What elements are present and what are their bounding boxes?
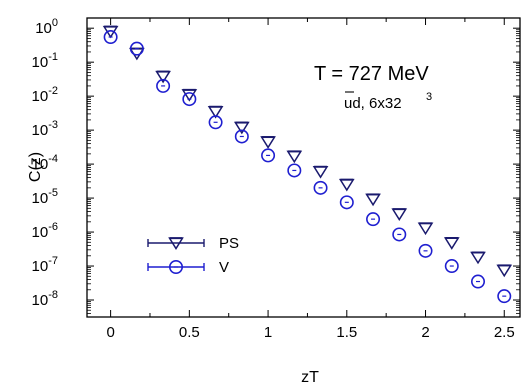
v-point — [339, 195, 354, 210]
v-point — [261, 148, 276, 163]
ps-point — [312, 166, 329, 179]
x-tick-label: 0.5 — [179, 324, 200, 341]
v-point — [471, 274, 486, 289]
v-point — [234, 129, 249, 144]
x-tick-label: 0 — [106, 324, 114, 341]
x-tick-label: 2.5 — [494, 324, 515, 341]
legend: PS V — [147, 235, 239, 276]
ps-point — [338, 178, 355, 192]
data-marks — [102, 25, 513, 304]
legend-v-marker — [169, 259, 184, 274]
v-point — [129, 41, 144, 56]
v-point — [497, 289, 512, 304]
axis-ticks — [87, 18, 520, 317]
flavor-label: ud, 6x32 — [344, 95, 402, 112]
x-tick-labels: 0 0.5 1 1.5 2 2.5 — [106, 324, 514, 341]
y-tick-label: 10-8 — [32, 289, 58, 309]
y-tick-label: 10-2 — [32, 85, 58, 105]
ps-point — [286, 150, 303, 164]
ps-point — [417, 222, 434, 236]
y-tick-label: 10-5 — [32, 187, 58, 207]
flavor-annotation: ud, 6x32 3 — [344, 91, 432, 112]
ps-point — [470, 251, 486, 265]
x-axis-title: zT — [301, 369, 319, 386]
v-point — [392, 227, 407, 242]
temperature-annotation: T = 727 MeV — [314, 63, 429, 85]
ps-point — [496, 264, 513, 278]
y-tick-label: 100 — [35, 17, 58, 37]
y-tick-label: 10-1 — [32, 51, 58, 71]
x-tick-label: 1 — [264, 324, 272, 341]
y-tick-label: 10-6 — [32, 221, 58, 241]
v-point — [287, 163, 302, 178]
y-tick-labels: 100 10-1 10-2 10-3 10-4 10-5 10-6 10-7 10-8 — [32, 17, 58, 309]
y-tick-label: 10-7 — [32, 255, 58, 275]
ps-point — [443, 237, 460, 250]
ps-point — [391, 208, 408, 221]
ps-point — [365, 193, 381, 207]
y-tick-label: 10-4 — [32, 153, 58, 173]
v-point — [418, 243, 433, 258]
y-axis-title: C(z) — [27, 152, 44, 182]
v-point — [103, 30, 118, 45]
x-tick-label: 2 — [421, 324, 429, 341]
legend-label-ps: PS — [219, 235, 239, 252]
ps-point — [260, 136, 276, 149]
v-point — [182, 92, 197, 107]
v-point — [366, 212, 381, 227]
legend-label-v: V — [219, 259, 229, 276]
v-point — [156, 78, 171, 93]
v-point — [208, 115, 223, 130]
v-point — [444, 259, 459, 274]
v-point — [313, 180, 328, 195]
flavor-exponent: 3 — [426, 91, 432, 103]
y-tick-label: 10-3 — [32, 119, 58, 139]
x-tick-label: 1.5 — [336, 324, 357, 341]
